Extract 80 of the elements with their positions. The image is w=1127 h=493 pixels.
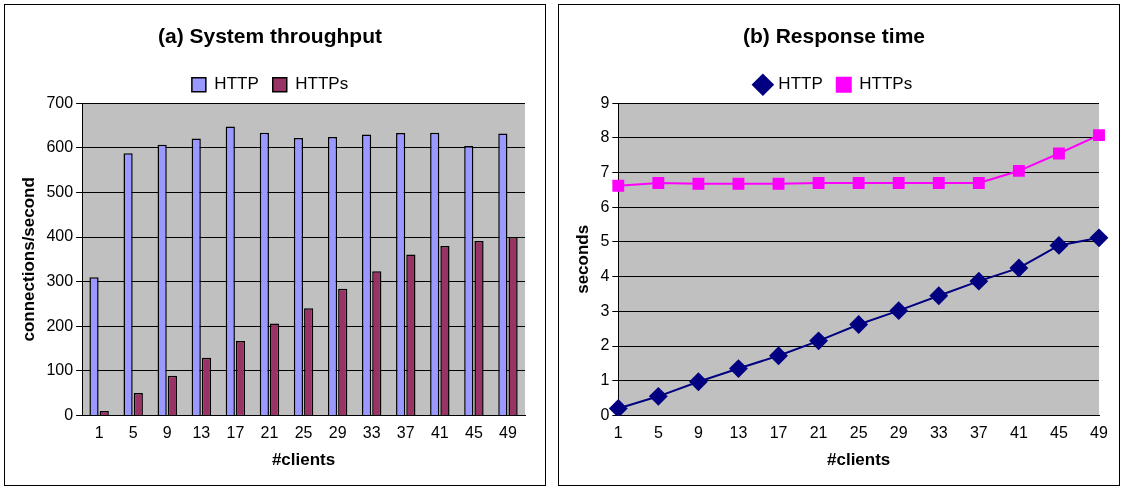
point [892, 177, 905, 189]
point [929, 286, 948, 305]
point [729, 359, 748, 378]
y-tick-label: 3 [600, 301, 610, 319]
point [609, 399, 628, 416]
y-tick-label: 500 [46, 182, 74, 200]
point [1009, 258, 1028, 277]
point [689, 372, 708, 391]
point [852, 177, 865, 189]
point [652, 177, 665, 189]
x-tick-label: 33 [362, 424, 381, 442]
y-tick-label: 2 [600, 336, 610, 354]
point [1012, 164, 1025, 177]
y-tick-label: 700 [46, 93, 74, 111]
x-tick-label: 37 [969, 424, 988, 442]
y-tick-label: 400 [46, 227, 74, 245]
x-tick-label: 41 [1009, 424, 1028, 442]
legend-label: HTTP [778, 74, 823, 94]
point [1090, 228, 1108, 247]
x-tick-label: 13 [729, 424, 748, 442]
legend-label: HTTPs [295, 74, 349, 94]
y-tick-label: 300 [46, 272, 74, 290]
x-tick-label: 45 [1050, 424, 1068, 442]
point [649, 387, 668, 406]
point [849, 315, 868, 334]
point [772, 177, 785, 190]
y-tick-label: 600 [46, 138, 74, 156]
x-tick-label: 9 [162, 424, 172, 442]
y-axis-title: connections/second [18, 177, 38, 342]
x-tick-label: 21 [260, 424, 279, 442]
x-tick-label: 49 [499, 424, 517, 442]
legend-label: HTTP [214, 74, 259, 94]
chart-title: (a) System throughput [158, 24, 382, 48]
y-tick-label: 6 [600, 197, 610, 215]
x-tick-label: 5 [128, 424, 138, 442]
point [809, 331, 828, 350]
x-tick-label: 21 [809, 424, 828, 442]
x-axis-title: #clients [826, 450, 891, 470]
x-tick-label: 37 [396, 424, 415, 442]
y-tick-label: 5 [600, 232, 610, 250]
point [612, 179, 625, 192]
x-tick-label: 1 [613, 424, 623, 442]
x-tick-label: 45 [465, 424, 483, 442]
y-tick-label: 0 [600, 405, 610, 423]
legend-label: HTTPs [859, 74, 913, 94]
x-tick-label: 41 [430, 424, 449, 442]
y-axis-title: seconds [572, 224, 592, 294]
x-tick-label: 49 [1090, 424, 1108, 442]
point [732, 177, 745, 190]
point [692, 177, 705, 190]
x-axis-title: #clients [271, 450, 336, 470]
point [932, 177, 945, 189]
x-tick-label: 33 [929, 424, 948, 442]
x-tick-label: 17 [226, 424, 245, 442]
y-tick-label: 7 [600, 162, 610, 180]
point [769, 346, 788, 365]
point [812, 177, 825, 189]
x-tick-label: 29 [328, 424, 347, 442]
x-tick-label: 25 [294, 424, 313, 442]
y-tick-label: 1 [600, 371, 610, 389]
point [889, 301, 908, 320]
x-tick-label: 29 [889, 424, 908, 442]
point [1052, 147, 1065, 160]
y-tick-label: 4 [600, 267, 610, 285]
point [1049, 236, 1068, 255]
chart-title: (b) Response time [742, 24, 926, 48]
point [972, 177, 985, 189]
y-tick-label: 100 [46, 361, 74, 379]
y-tick-label: 200 [46, 316, 74, 334]
y-tick-label: 9 [600, 93, 610, 111]
x-tick-label: 1 [94, 424, 104, 442]
x-tick-label: 17 [769, 424, 788, 442]
point [1093, 129, 1105, 142]
x-tick-label: 9 [693, 424, 703, 442]
x-tick-label: 13 [192, 424, 211, 442]
point [969, 272, 988, 291]
y-tick-label: 0 [64, 405, 74, 423]
x-tick-label: 25 [849, 424, 868, 442]
y-tick-label: 8 [600, 128, 610, 146]
x-tick-label: 5 [653, 424, 663, 442]
